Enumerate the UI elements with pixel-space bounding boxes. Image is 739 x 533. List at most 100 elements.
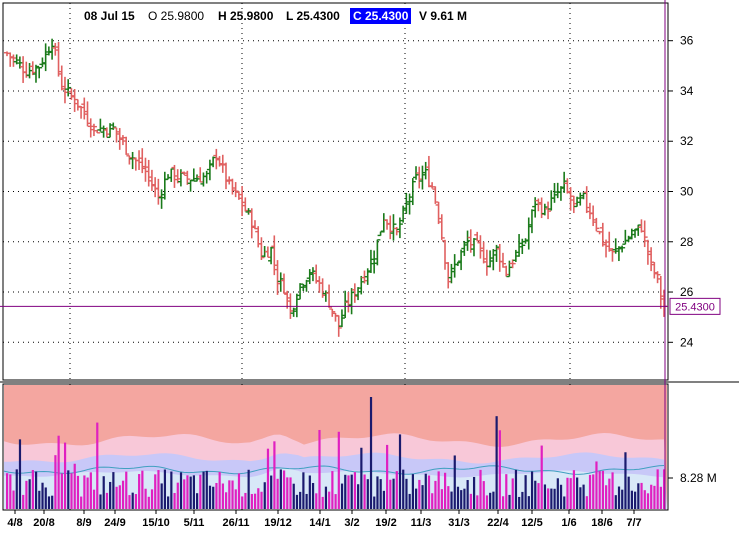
ohlc-bar: [538, 197, 545, 219]
volume-bar: [353, 472, 357, 509]
volume-bar: [369, 397, 373, 509]
volume-bar: [96, 422, 99, 509]
volume-bar: [247, 469, 250, 509]
ohlc-bar: [393, 226, 400, 236]
volume-bar: [408, 493, 411, 509]
x-tick-label: 4/8: [7, 517, 22, 529]
ohlc-bar: [61, 76, 68, 104]
ohlc-bar: [641, 220, 648, 248]
ohlc-bar: [197, 167, 204, 183]
ohlc-bar: [435, 201, 442, 225]
ohlc-bar: [661, 289, 667, 317]
volume-bar: [141, 470, 144, 509]
ohlc-bar: [561, 171, 568, 193]
volume-bar: [186, 475, 189, 509]
volume-bar: [147, 496, 150, 509]
ohlc-bar: [590, 205, 597, 227]
volume-bar: [99, 494, 102, 509]
ohlc-bar: [126, 155, 133, 165]
ohlc-bar: [644, 239, 651, 265]
volume-bar: [163, 469, 167, 509]
ohlc-bar: [577, 192, 584, 206]
volume-bar: [434, 480, 437, 509]
ohlc-bar: [374, 239, 381, 266]
volume-bar: [576, 477, 579, 509]
ohlc-bar: [329, 308, 336, 317]
ohlc-bar: [377, 231, 384, 237]
volume-bar: [501, 496, 505, 509]
volume-bar: [208, 485, 212, 509]
ohlc-bar: [68, 88, 75, 100]
volume-bar: [424, 473, 427, 509]
last-price-label: 25.4300: [675, 301, 715, 313]
ohlc-bar: [55, 41, 62, 77]
volume-bar: [57, 435, 60, 509]
volume-bar: [386, 444, 389, 509]
volume-bar: [621, 489, 624, 509]
volume-bar: [653, 485, 656, 509]
volume-bar: [189, 476, 192, 509]
volume-bar: [582, 484, 585, 509]
volume-bar: [173, 492, 176, 509]
volume-bar: [212, 486, 215, 509]
ohlc-bar: [619, 245, 626, 253]
volume-bar: [656, 469, 659, 509]
ohlc-bar: [242, 197, 249, 212]
ohlc-bar: [348, 288, 355, 315]
volume-bar: [514, 469, 518, 509]
volume-bar: [389, 479, 392, 509]
volume-bar: [31, 470, 34, 509]
ohlc-bar: [152, 177, 159, 198]
ohlc-bar: [345, 292, 352, 313]
ohlc-bar: [119, 135, 126, 146]
ohlc-bar: [654, 271, 661, 284]
y-tick-label: 32: [680, 134, 694, 148]
ohlc-bar: [499, 252, 506, 268]
volume-bar: [276, 478, 279, 509]
ohlc-bar: [100, 125, 107, 138]
ohlc-bar: [458, 249, 465, 271]
volume-bar: [605, 485, 608, 509]
ohlc-bar: [39, 57, 46, 67]
volume-bar: [534, 480, 537, 509]
ohlc-bar: [593, 217, 600, 232]
ohlc-bar: [145, 159, 152, 187]
ohlc-bar: [487, 250, 494, 268]
volume-bar: [463, 488, 466, 509]
ohlc-bar: [335, 314, 342, 337]
volume-bar: [460, 490, 463, 509]
header-close: C 25.4300: [350, 8, 412, 24]
volume-bar: [376, 476, 379, 509]
volume-bar: [553, 488, 556, 509]
ohlc-bar: [78, 105, 85, 119]
x-tick-label: 24/9: [104, 517, 125, 529]
volume-bar: [125, 471, 128, 509]
volume-bar: [495, 416, 498, 509]
ohlc-bar: [290, 307, 297, 317]
ohlc-bar: [184, 170, 191, 185]
y-tick-label: 30: [680, 185, 694, 199]
y-tick-label: 34: [680, 84, 694, 98]
ohlc-bar: [548, 190, 555, 211]
volume-bar: [489, 492, 492, 509]
ohlc-bar: [528, 209, 535, 234]
volume-bar: [89, 472, 92, 509]
volume-bar: [67, 470, 70, 509]
ohlc-bar: [42, 43, 49, 72]
ohlc-bar: [20, 56, 27, 83]
volume-bar: [311, 483, 315, 509]
ohlc-bar: [338, 309, 345, 328]
volume-bar: [292, 483, 295, 509]
ohlc-bar: [371, 250, 378, 274]
crosshair: 25.4300: [0, 0, 721, 510]
ohlc-bar: [74, 98, 81, 111]
ohlc-bar: [422, 161, 429, 180]
ohlc-bar: [136, 150, 143, 170]
volume-bar: [54, 455, 57, 509]
volume-bar: [569, 478, 572, 509]
volume-bar: [601, 470, 605, 509]
ohlc-bar: [551, 183, 558, 203]
volume-bar: [279, 469, 282, 509]
ohlc-bar: [280, 273, 287, 294]
